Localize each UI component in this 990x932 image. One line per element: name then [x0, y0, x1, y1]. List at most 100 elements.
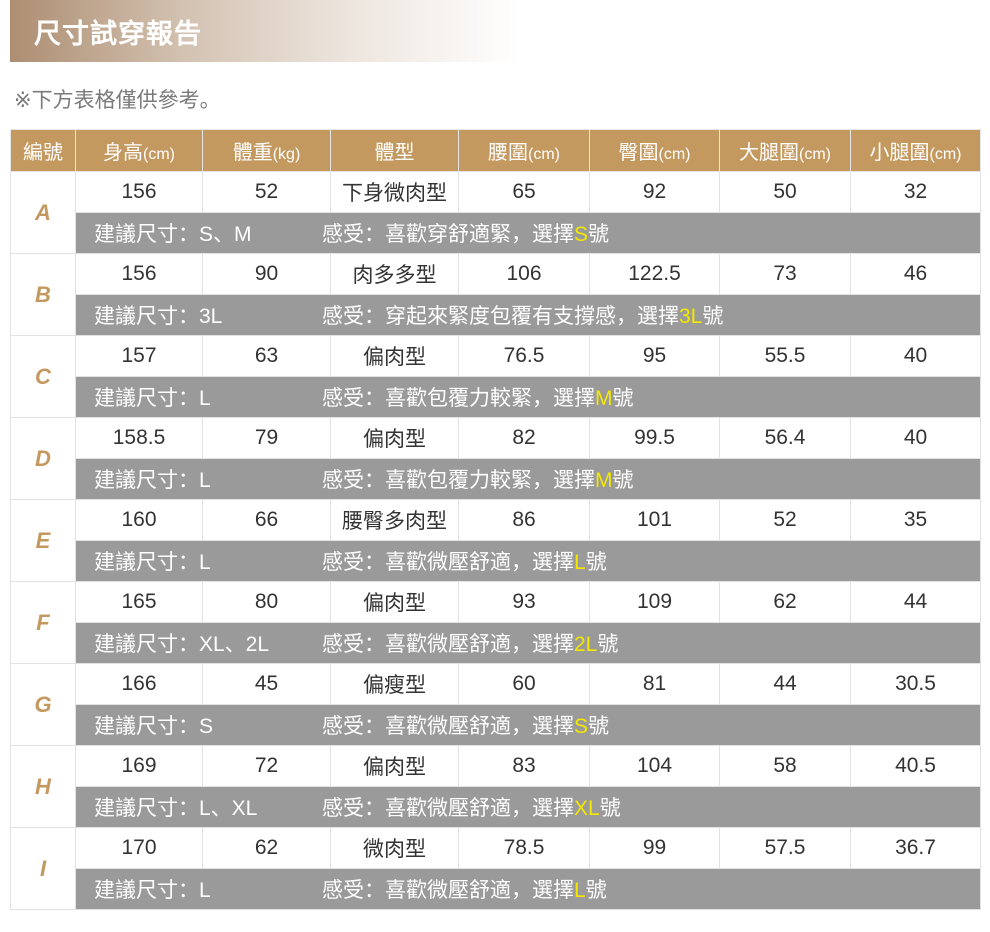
column-header: 大腿圍(cm) — [719, 129, 851, 172]
chosen-size: L — [574, 551, 586, 574]
column-label: 體型 — [374, 142, 415, 164]
cell-thigh: 50 — [719, 171, 851, 213]
cell-thigh: 58 — [719, 745, 851, 787]
size-suffix: 號 — [588, 715, 610, 738]
feedback-row: 建議尺寸：L 感受：喜歡包覆力較緊，選擇M號 — [11, 458, 981, 500]
column-header: 體重(kg) — [202, 129, 331, 172]
cell-weight: 79 — [202, 417, 331, 459]
feedback-row: 建議尺寸：L 感受：喜歡包覆力較緊，選擇M號 — [11, 376, 981, 418]
size-suffix: 號 — [585, 879, 607, 902]
cell-calf: 44 — [850, 581, 981, 623]
feedback-cell: 建議尺寸：S 感受：喜歡微壓舒適，選擇S號 — [75, 704, 981, 746]
cell-height: 156 — [75, 253, 203, 295]
table-row: B 156 90 肉多多型 106 122.5 73 46 — [10, 253, 981, 336]
cell-weight: 72 — [202, 745, 331, 787]
cell-hip: 99 — [589, 827, 720, 869]
feeling-text: 感受：喜歡微壓舒適，選擇 — [322, 797, 574, 820]
column-header: 編號 — [10, 129, 76, 172]
feedback-cell: 建議尺寸：L 感受：喜歡微壓舒適，選擇L號 — [75, 540, 981, 582]
column-header: 身高(cm) — [75, 129, 203, 172]
cell-hip: 81 — [589, 663, 720, 705]
feedback-row: 建議尺寸：L、XL 感受：喜歡微壓舒適，選擇XL號 — [11, 786, 981, 828]
column-unit: (cm) — [799, 146, 831, 163]
table-row: I 170 62 微肉型 78.5 99 57.5 36.7 — [10, 827, 981, 910]
feedback-row: 建議尺寸：S、M 感受：喜歡穿舒適緊，選擇S號 — [11, 212, 981, 254]
feedback-cell: 建議尺寸：L 感受：喜歡微壓舒適，選擇L號 — [75, 868, 981, 910]
cell-hip: 104 — [589, 745, 720, 787]
cell-calf: 35 — [850, 499, 981, 541]
size-suffix: 號 — [588, 223, 610, 246]
feedback-row: 建議尺寸：L 感受：喜歡微壓舒適，選擇L號 — [11, 868, 981, 910]
table-header: 編號 身高(cm) 體重(kg) 體型 腰圍(cm) 臀圍(cm) 大腿圍(cm) 小腿圍(c… — [10, 129, 981, 172]
suggested-size: 建議尺寸：3L — [94, 305, 223, 328]
column-label: 大腿圍 — [739, 142, 799, 164]
cell-calf: 32 — [850, 171, 981, 213]
feeling-text: 感受：喜歡包覆力較緊，選擇 — [322, 387, 595, 410]
table-row: H 169 72 偏肉型 83 104 58 40.5 — [10, 745, 981, 828]
column-header: 小腿圍(cm) — [850, 129, 981, 172]
chosen-size: 3L — [679, 305, 703, 328]
row-id: H — [10, 745, 76, 828]
cell-thigh: 52 — [719, 499, 851, 541]
cell-body: 肉多多型 — [330, 253, 459, 295]
column-unit: (cm) — [143, 146, 175, 163]
cell-height: 158.5 — [75, 417, 203, 459]
cell-calf: 30.5 — [850, 663, 981, 705]
chosen-size: L — [574, 879, 586, 902]
cell-body: 偏肉型 — [330, 417, 459, 459]
cell-body: 微肉型 — [330, 827, 459, 869]
table-row: E 160 66 腰臀多肉型 86 101 52 35 — [10, 499, 981, 582]
feedback-cell: 建議尺寸：L 感受：喜歡包覆力較緊，選擇M號 — [75, 458, 981, 500]
feedback-row: 建議尺寸：L 感受：喜歡微壓舒適，選擇L號 — [11, 540, 981, 582]
page-title: 尺寸試穿報告 — [34, 19, 202, 50]
cell-calf: 46 — [850, 253, 981, 295]
cell-body: 偏肉型 — [330, 335, 459, 377]
cell-height: 165 — [75, 581, 203, 623]
cell-thigh: 57.5 — [719, 827, 851, 869]
column-unit: (cm) — [658, 146, 691, 163]
suggested-size: 建議尺寸：L — [94, 469, 211, 492]
size-suffix: 號 — [702, 305, 724, 328]
cell-weight: 62 — [202, 827, 331, 869]
cell-weight: 45 — [202, 663, 331, 705]
cell-height: 166 — [75, 663, 203, 705]
cell-hip: 99.5 — [589, 417, 720, 459]
size-suffix: 號 — [597, 633, 619, 656]
cell-weight: 66 — [202, 499, 331, 541]
suggested-size: 建議尺寸：XL、2L — [94, 633, 270, 656]
cell-height: 156 — [75, 171, 203, 213]
reference-note: ※下方表格僅供參考。 — [14, 89, 221, 112]
cell-body: 偏瘦型 — [330, 663, 459, 705]
feeling-text: 感受：喜歡微壓舒適，選擇 — [322, 879, 574, 902]
column-unit: (cm) — [929, 146, 962, 163]
size-suffix: 號 — [599, 797, 621, 820]
cell-body: 下身微肉型 — [330, 171, 459, 213]
column-unit: (cm) — [528, 146, 560, 163]
chosen-size: S — [574, 715, 589, 738]
table-row: F 165 80 偏肉型 93 109 62 44 — [10, 581, 981, 664]
feeling-text: 感受：喜歡穿舒適緊，選擇 — [322, 223, 574, 246]
row-id: G — [10, 663, 76, 746]
cell-calf: 40 — [850, 335, 981, 377]
feedback-cell: 建議尺寸：S、M 感受：喜歡穿舒適緊，選擇S號 — [75, 212, 981, 254]
cell-waist: 93 — [458, 581, 590, 623]
cell-height: 160 — [75, 499, 203, 541]
row-id: B — [10, 253, 76, 336]
row-id: A — [10, 171, 76, 254]
feedback-cell: 建議尺寸：L、XL 感受：喜歡微壓舒適，選擇XL號 — [75, 786, 981, 828]
cell-calf: 40 — [850, 417, 981, 459]
cell-thigh: 56.4 — [719, 417, 851, 459]
column-label: 臀圍 — [618, 142, 659, 164]
row-id: E — [10, 499, 76, 582]
cell-waist: 78.5 — [458, 827, 590, 869]
row-id: C — [10, 335, 76, 418]
chosen-size: M — [595, 469, 613, 492]
cell-thigh: 73 — [719, 253, 851, 295]
size-report-table: 編號 身高(cm) 體重(kg) 體型 腰圍(cm) 臀圍(cm) 大腿圍(cm) 小腿圍(c… — [10, 129, 981, 910]
cell-calf: 40.5 — [850, 745, 981, 787]
cell-waist: 65 — [458, 171, 590, 213]
size-suffix: 號 — [585, 551, 607, 574]
feeling-text: 感受：喜歡微壓舒適，選擇 — [322, 715, 574, 738]
column-header: 腰圍(cm) — [458, 129, 590, 172]
table-row: G 166 45 偏瘦型 60 81 44 30.5 — [10, 663, 981, 746]
